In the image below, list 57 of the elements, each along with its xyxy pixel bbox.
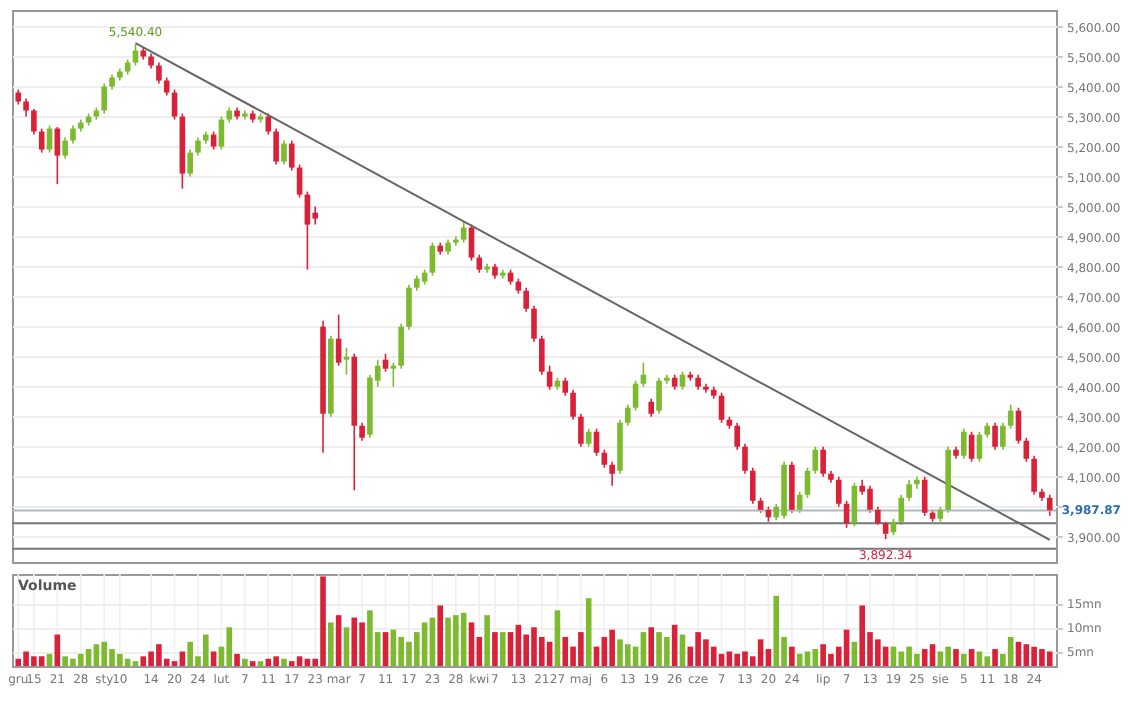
candlestick — [187, 148, 193, 178]
candlestick — [656, 376, 662, 415]
candlestick — [992, 421, 998, 451]
candlestick — [531, 304, 537, 343]
candlestick — [460, 220, 467, 244]
candlestick — [31, 108, 37, 136]
candlestick — [742, 442, 748, 475]
candlestick — [335, 313, 342, 367]
candlestick — [195, 136, 201, 157]
candlestick — [163, 76, 170, 97]
candlestick — [570, 388, 576, 421]
candlestick — [648, 397, 655, 418]
candlestick — [406, 283, 412, 331]
candlestick — [867, 484, 873, 514]
candlestick — [632, 379, 639, 412]
candlestick — [968, 430, 975, 463]
candlestick — [679, 370, 686, 391]
candlestick — [1000, 421, 1006, 451]
candlestick — [835, 475, 842, 508]
candlestick — [23, 97, 29, 118]
candlestick — [132, 43, 139, 67]
candlestick — [976, 430, 983, 463]
candlestick — [398, 322, 404, 370]
candlestick — [609, 460, 615, 487]
candlestick — [640, 361, 647, 388]
candlestick — [875, 505, 881, 526]
candlestick — [539, 334, 545, 376]
candlestick — [476, 253, 483, 274]
candlestick — [273, 127, 279, 166]
candlestick — [906, 478, 912, 502]
candlestick — [156, 61, 162, 85]
candlestick — [789, 460, 795, 514]
candlestick — [1031, 454, 1037, 496]
candlestick — [62, 136, 68, 160]
candlestick — [718, 391, 725, 424]
candlestick — [601, 448, 608, 469]
candlestick — [288, 139, 295, 172]
candlestick — [734, 421, 740, 451]
candlestick — [359, 421, 365, 442]
candlestick — [804, 466, 811, 499]
candlestick — [750, 466, 756, 505]
candlestick — [281, 139, 287, 166]
candlestick — [820, 445, 826, 478]
candlestick — [562, 376, 569, 397]
candlestick — [382, 352, 389, 373]
candlestick — [624, 403, 631, 427]
candlestick — [70, 124, 76, 145]
candlestick — [101, 82, 108, 115]
candlestick — [578, 412, 584, 448]
candlestick — [960, 427, 967, 460]
candlestick — [585, 427, 592, 448]
candlestick — [171, 88, 178, 121]
candlestick — [898, 493, 905, 526]
candlestick — [921, 475, 928, 517]
candlestick — [523, 286, 529, 313]
candlestick — [210, 130, 217, 151]
candlestick — [1046, 493, 1053, 517]
